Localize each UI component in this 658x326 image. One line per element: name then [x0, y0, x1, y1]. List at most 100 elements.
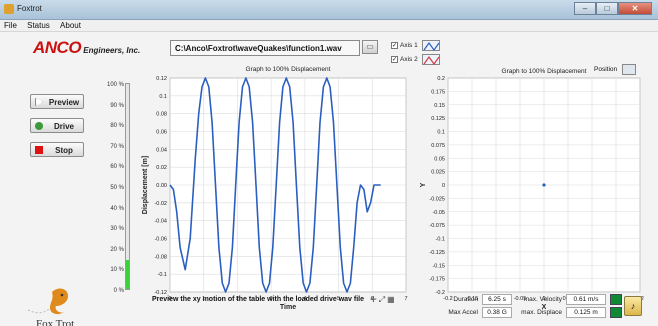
xy-chart-y-tick-label: -0.1 — [436, 237, 445, 243]
displacement-chart-y-tick-label: -0.04 — [154, 219, 167, 225]
xy-chart-y-tick-label: 0.05 — [434, 156, 445, 162]
xy-chart-title: Graph to 100% Displacement — [501, 68, 587, 75]
xy-chart-y-tick-label: -0.075 — [429, 223, 445, 229]
drive-arrow-icon — [35, 122, 43, 130]
level-tick: 50 % — [110, 185, 124, 191]
displacement-chart-y-tick-label: 0.1 — [159, 94, 167, 100]
max-velocity-value: 0.61 m/s — [566, 294, 606, 305]
axis-1-wave-icon — [421, 40, 440, 52]
level-tick: 100 % — [106, 82, 124, 88]
window-title: Foxtrot — [17, 4, 42, 13]
displacement-chart-x-tick-label: 3 — [270, 296, 273, 302]
xy-chart-x-axis-label: X — [542, 304, 547, 311]
max-displace-label: max. Displace — [521, 309, 562, 316]
zoom-icon[interactable]: ⤢ — [378, 295, 388, 304]
displacement-chart-title: Graph to 100% Displacement — [245, 66, 331, 73]
speaker-button[interactable]: ♪ — [624, 296, 642, 316]
axis-1-toggle[interactable]: ✓ Axis 1 — [391, 40, 440, 52]
stop-button[interactable]: Stop — [30, 142, 84, 157]
xy-chart-x-tick-label: 0 — [542, 296, 545, 302]
displacement-chart-x-tick-label: 5 — [337, 296, 340, 302]
displacement-chart-x-tick-label: 1 — [202, 296, 205, 302]
xy-chart-y-tick-label: -0.175 — [429, 277, 445, 283]
displacement-chart-series-line — [169, 77, 381, 293]
folder-icon: ▭ — [366, 42, 374, 51]
menu-status[interactable]: Status — [27, 21, 50, 30]
logo-suffix: Engineers, Inc. — [83, 46, 141, 55]
displacement-chart-x-tick-label: 7 — [404, 296, 407, 302]
duration-label: Duration — [453, 296, 478, 303]
wav-file-path[interactable]: C:\Anco\Foxtrot\waveQuakes\function1.wav — [170, 40, 360, 56]
minimize-button[interactable]: – — [574, 2, 596, 15]
xy-chart-y-tick-label: 0.075 — [431, 143, 445, 149]
drive-button[interactable]: Drive — [30, 118, 84, 133]
stop-square-icon — [35, 146, 43, 154]
xy-chart-y-tick-label: -0.05 — [432, 210, 445, 216]
duration-value: 6.25 s — [482, 294, 512, 305]
displacement-chart-x-axis-label: Time — [280, 304, 296, 311]
close-button[interactable]: ✕ — [618, 2, 652, 15]
logo-brand: ANCO — [33, 38, 82, 57]
xy-chart-y-tick-label: 0.125 — [431, 116, 445, 122]
displacement-chart-y-axis-label: Displacement [m] — [142, 156, 149, 214]
folder-browse-button[interactable]: ▭ — [362, 40, 378, 54]
status-message: Preview the xy motion of the table with … — [152, 296, 364, 303]
indicator-button-2[interactable] — [610, 307, 622, 318]
level-tick: 0 % — [113, 288, 124, 294]
axis-1-label: Axis 1 — [400, 42, 418, 49]
displacement-chart-y-tick-label: -0.08 — [154, 254, 167, 260]
plots-canvas: 0 1 2 3 4 5 6 7 0.12 0.1 0.08 0.06 0.04 0.02 0.00 -0.02… — [142, 76, 644, 311]
displacement-chart-y-tick-label: -0.06 — [154, 237, 167, 243]
xy-chart-y-tick-label: 0.175 — [431, 89, 445, 95]
maximize-button[interactable]: □ — [596, 2, 618, 15]
max-accel-value: 0.38 G — [482, 307, 512, 318]
fox-icon — [27, 288, 68, 315]
menu-about[interactable]: About — [60, 21, 81, 30]
xy-chart-y-tick-label: 0.15 — [434, 103, 445, 109]
displacement-chart-y-tick-label: 0.12 — [156, 76, 167, 82]
anco-logo: ANCO Engineers, Inc. — [33, 38, 140, 58]
cursor-icon[interactable]: ✛ — [370, 295, 379, 304]
brand-footer-text: Fox Trot — [36, 318, 75, 326]
window-controls: – □ ✕ — [574, 2, 652, 15]
displacement-chart-x-tick-label: 6 — [371, 296, 374, 302]
displacement-chart-y-tick-label: 0.06 — [156, 130, 167, 136]
xy-chart-y-tick-label: -0.125 — [429, 250, 445, 256]
main-panel: ANCO Engineers, Inc. Preview Drive Stop … — [0, 32, 658, 326]
displacement-chart-x-tick-label: 4 — [303, 296, 306, 302]
xy-chart-y-tick-label: 0.1 — [437, 130, 445, 136]
displacement-chart-x-tick-label: 0 — [168, 296, 171, 302]
app-icon — [4, 4, 14, 14]
xy-chart-y-tick-label: 0.2 — [437, 76, 445, 82]
position-label: Position — [594, 66, 618, 73]
indicator-button-1[interactable] — [610, 294, 622, 305]
displacement-chart-y-tick-label: 0.00 — [156, 183, 167, 189]
axis-2-toggle[interactable]: ✓ Axis 2 — [391, 54, 440, 66]
title-bar: Foxtrot – □ ✕ — [0, 0, 658, 20]
axis-2-checkbox[interactable]: ✓ — [391, 56, 398, 63]
level-tick: 90 % — [110, 102, 124, 109]
level-tick: 20 % — [110, 246, 124, 253]
menu-file[interactable]: File — [4, 21, 17, 30]
xy-chart-y-tick-label: -0.15 — [432, 263, 445, 269]
level-bar-fill — [126, 260, 129, 289]
preview-button[interactable]: Preview — [30, 94, 84, 109]
level-tick: 40 % — [110, 205, 124, 212]
displacement-chart-y-tick-label: -0.12 — [154, 290, 167, 296]
pan-icon[interactable]: ▦ — [387, 295, 397, 304]
displacement-chart-y-tick-label: -0.1 — [158, 272, 167, 278]
xy-chart-y-tick-label: 0.025 — [431, 170, 445, 176]
stop-button-label: Stop — [55, 146, 73, 155]
max-velocity-label: max. Velocity — [523, 296, 562, 303]
drive-button-label: Drive — [53, 122, 74, 131]
level-tick: 70 % — [110, 143, 124, 150]
menu-bar: File Status About — [0, 20, 658, 32]
axis-1-checkbox[interactable]: ✓ — [391, 42, 398, 49]
xy-chart-data-point — [542, 183, 546, 187]
preview-button-label: Preview — [48, 98, 80, 107]
axis-2-label: Axis 2 — [400, 56, 418, 63]
displacement-chart-y-tick-label: -0.02 — [154, 201, 167, 207]
position-button[interactable] — [622, 64, 636, 75]
level-tick: 80 % — [110, 123, 124, 130]
xy-chart-y-tick-label: -0.2 — [436, 290, 445, 296]
